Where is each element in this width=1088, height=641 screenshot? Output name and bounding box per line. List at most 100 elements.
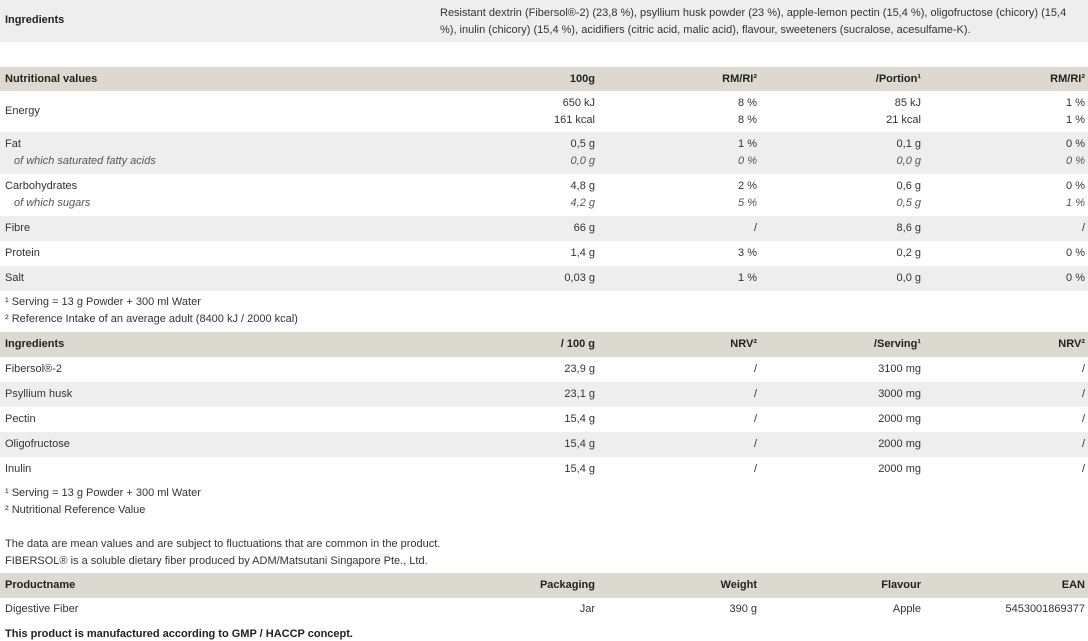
product-header-name: Productname: [5, 579, 76, 591]
nutrition-header: Nutritional values 100g RM/RI²/Portion¹ RM/…: [0, 67, 1088, 91]
active-name: Fibersol®-2: [5, 363, 63, 375]
nutrition-header-col: RM/RI²: [1050, 73, 1085, 85]
active-row: Inulin 15,4 g / 2000 mg /: [0, 457, 1088, 482]
nutrient-row: Carbohydrates of which sugars 4,8 g 4,2 g 2 …: [0, 174, 1088, 216]
note-fibersol: FIBERSOL® is a soluble dietary fiber pro…: [5, 555, 428, 567]
nutrient-row: Protein 1,4 g 3 % 0,2 g 0 %: [0, 241, 1088, 266]
product-ean: 5453001869377: [1005, 603, 1085, 615]
active-name: Pectin: [5, 413, 36, 425]
active-name: Oligofructose: [5, 438, 70, 450]
product-header-ean: EAN: [1061, 579, 1085, 591]
product-flavour: Apple: [892, 603, 921, 615]
nutrient-value: 161 kcal: [554, 114, 595, 126]
nutrient-sub-name: of which saturated fatty acids: [14, 155, 156, 167]
active-header-label: Ingredients: [5, 338, 65, 350]
note-mean-values: The data are mean values and are subject…: [5, 538, 441, 550]
nutrient-value: 0,5 g: [570, 138, 595, 150]
nutrient-name: Energy: [5, 105, 40, 117]
nutrient-value: 650 kJ: [562, 97, 595, 109]
active-value: /: [753, 463, 757, 475]
nutrient-value: 1 %: [1066, 97, 1085, 109]
nutrient-value: 0 %: [1066, 272, 1085, 284]
nutrient-value: /: [1081, 222, 1085, 234]
active-value: 3000 mg: [878, 388, 921, 400]
active-name: Inulin: [5, 463, 32, 475]
nutrition-header-col: 100g: [569, 73, 595, 85]
nutrient-value: 4,8 g: [570, 180, 595, 192]
ingredients-label: Ingredients: [5, 14, 65, 26]
product-weight: 390 g: [729, 603, 757, 615]
active-value: /: [753, 413, 757, 425]
nutrient-value: 1 %: [1066, 197, 1085, 209]
nutrient-value: 1 %: [738, 138, 757, 150]
nutrient-value: 0 %: [1066, 180, 1085, 192]
nutrient-name: Fibre: [5, 222, 31, 234]
nutrient-row: Fibre 66 g / 8,6 g /: [0, 216, 1088, 241]
active-header: Ingredients / 100 g NRV²/Serving¹ NRV²: [0, 332, 1088, 357]
nutrient-value: 21 kcal: [886, 114, 921, 126]
nutrient-value: 8 %: [738, 114, 757, 126]
product-row: Digestive Fiber Jar 390 g Apple 54530018…: [0, 598, 1088, 622]
nutrient-value: 2 %: [738, 180, 757, 192]
nutrient-value: 4,2 g: [570, 197, 595, 209]
active-footnote-2: ² Nutritional Reference Value: [5, 504, 146, 516]
nutrient-row: Salt 0,03 g 1 % 0,0 g 0 %: [0, 266, 1088, 291]
product-name: Digestive Fiber: [5, 603, 79, 615]
active-value: /: [1081, 438, 1085, 450]
nutrient-value: 85 kJ: [894, 97, 921, 109]
active-value: 15,4 g: [564, 413, 595, 425]
nutrient-value: 1,4 g: [570, 247, 595, 259]
nutrient-value: 8,6 g: [896, 222, 921, 234]
nutrient-row: Energy 650 kJ 161 kcal 8 % 8 % 85 kJ 21 kcal 1 …: [0, 91, 1088, 132]
nutrient-value: 0,0 g: [570, 155, 595, 167]
nutrient-value: 0,0 g: [896, 272, 921, 284]
nutrient-name: Carbohydrates: [5, 180, 78, 192]
active-row: Oligofructose 15,4 g / 2000 mg /: [0, 432, 1088, 457]
product-packaging: Jar: [579, 603, 595, 615]
active-value: /: [753, 388, 757, 400]
nutrient-value: 8 %: [738, 97, 757, 109]
active-row: Fibersol®-2 23,9 g / 3100 mg /: [0, 357, 1088, 382]
active-value: 15,4 g: [564, 438, 595, 450]
nutrient-value: 1 %: [1066, 114, 1085, 126]
nutrition-header-col: RM/RI²: [722, 73, 757, 85]
nutrition-header-label: Nutritional values: [5, 73, 98, 85]
ingredients-row: Ingredients Resistant dextrin (Fibersol®…: [0, 0, 1088, 42]
product-header: Productname Packaging Weight Flavour EAN: [0, 573, 1088, 598]
nutrition-footnote-1: ¹ Serving = 13 g Powder + 300 ml Water: [5, 296, 201, 308]
active-header-col: / 100 g: [560, 338, 595, 350]
product-header-packaging: Packaging: [539, 579, 595, 591]
nutrient-value: 0,6 g: [896, 180, 921, 192]
nutrient-value: 0 %: [1066, 155, 1085, 167]
active-value: 2000 mg: [878, 438, 921, 450]
nutrient-value: 1 %: [738, 272, 757, 284]
ingredients-text: Resistant dextrin (Fibersol®-2) (23,8 %)…: [440, 7, 1067, 36]
active-header-col: /Serving¹: [873, 338, 921, 350]
nutrient-value: 0,5 g: [896, 197, 921, 209]
active-value: 2000 mg: [878, 463, 921, 475]
active-row: Psyllium husk 23,1 g / 3000 mg /: [0, 382, 1088, 407]
nutrient-value: 0 %: [738, 155, 757, 167]
active-value: /: [1081, 388, 1085, 400]
active-value: 23,1 g: [564, 388, 595, 400]
active-header-col: NRV²: [730, 338, 757, 350]
product-header-flavour: Flavour: [881, 579, 921, 591]
product-header-weight: Weight: [720, 579, 757, 591]
active-value: /: [1081, 363, 1085, 375]
active-row: Pectin 15,4 g / 2000 mg /: [0, 407, 1088, 432]
active-value: 15,4 g: [564, 463, 595, 475]
active-value: /: [753, 363, 757, 375]
active-value: /: [753, 438, 757, 450]
nutrient-value: 0,1 g: [896, 138, 921, 150]
nutrition-header-col: /Portion¹: [875, 73, 921, 85]
nutrient-name: Protein: [5, 247, 40, 259]
nutrient-sub-name: of which sugars: [14, 197, 91, 209]
active-footnote-1: ¹ Serving = 13 g Powder + 300 ml Water: [5, 487, 201, 499]
nutrient-value: 0,0 g: [896, 155, 921, 167]
active-value: /: [1081, 463, 1085, 475]
nutrient-value: 0 %: [1066, 138, 1085, 150]
nutrient-value: 3 %: [738, 247, 757, 259]
nutrient-value: 0,03 g: [564, 272, 595, 284]
nutrient-value: 0 %: [1066, 247, 1085, 259]
active-value: /: [1081, 413, 1085, 425]
